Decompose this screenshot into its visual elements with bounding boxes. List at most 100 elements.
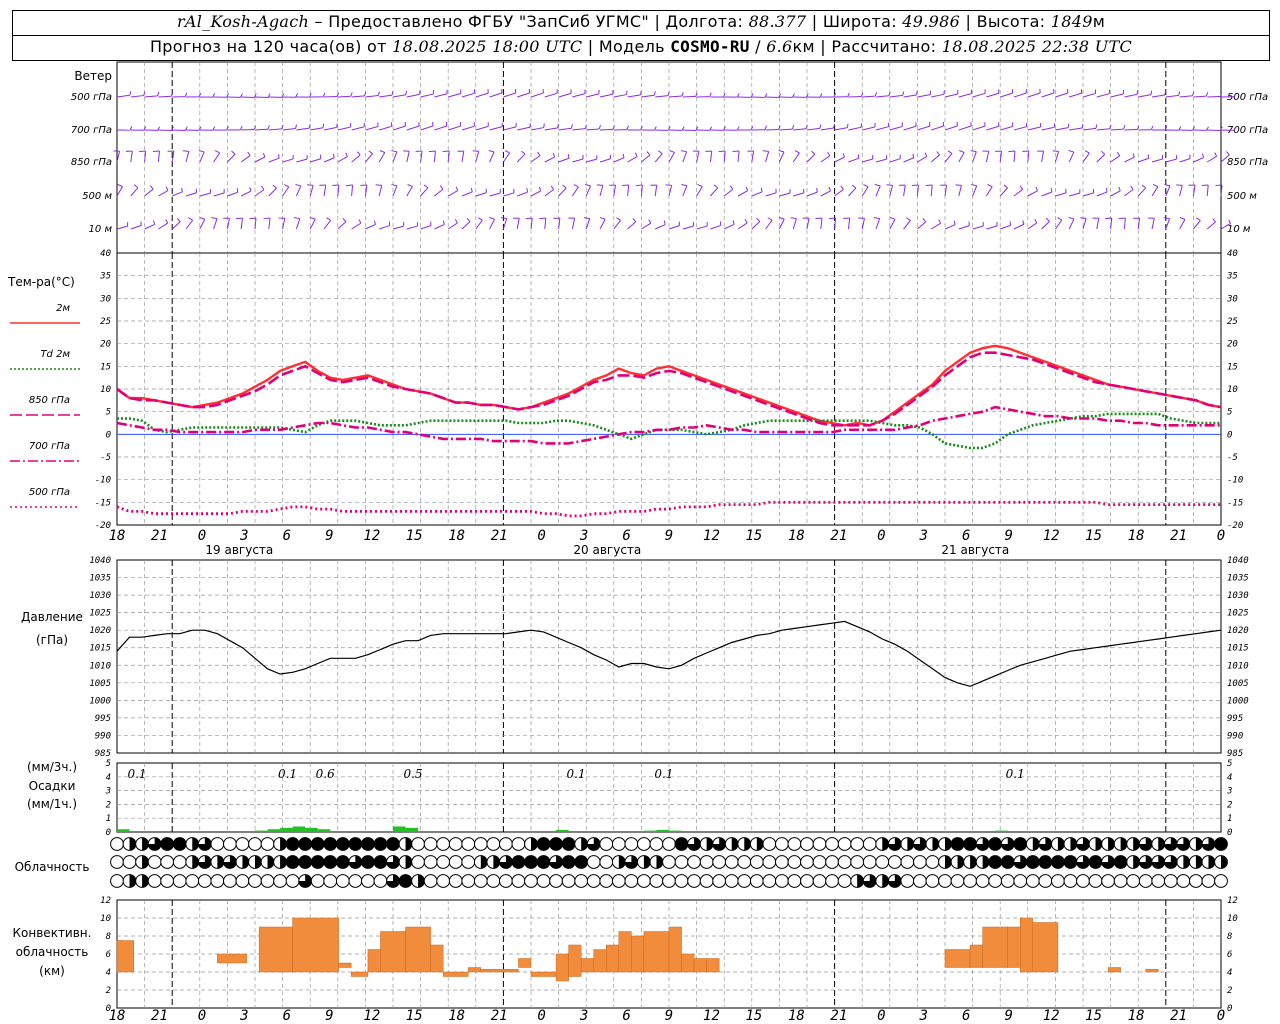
wind-barb-flag [729, 185, 734, 190]
wind-barb-flag [157, 91, 160, 97]
wind-barb-flag [860, 92, 864, 97]
x-tick-label-bottom: 6 [622, 1008, 630, 1024]
x-tick-label: 18 [1128, 528, 1145, 544]
precip-total: 0.1 [127, 767, 146, 781]
wind-barb [282, 218, 286, 230]
header-line-2: Прогноз на 120 часа(ов) от 18.08.2025 18… [12, 35, 1270, 61]
wind-barb-flag [129, 91, 132, 96]
wind-barb [985, 186, 993, 197]
wind-barb [448, 125, 461, 131]
conv-ytick-right: 4 [1227, 968, 1232, 978]
wind-barb-flag [1050, 187, 1053, 193]
wind-barb [655, 95, 669, 98]
conv-bar [982, 926, 1008, 968]
wind-barb-flag [488, 150, 495, 153]
cloud-fill-part [405, 837, 412, 851]
wind-barb [571, 186, 579, 197]
temp-ytick-left: 0 [106, 430, 111, 440]
wind-barb-flag [1152, 184, 1159, 188]
wind-barb-flag [198, 150, 205, 153]
wind-level-right: 10 м [1227, 224, 1251, 235]
cloud-fill-full [675, 837, 688, 851]
wind-barb [1000, 125, 1013, 131]
wind-barb [889, 94, 903, 98]
cloud-symbol [624, 874, 639, 888]
wind-barb-flag [1052, 150, 1059, 152]
temp-ytick-left: 30 [99, 294, 111, 304]
wind-barb-flag [1100, 150, 1106, 155]
forecast-start: 18.08.2025 18:00 UTC [392, 37, 583, 56]
x-tick-label-bottom: 18 [1128, 1008, 1145, 1024]
wind-barb [558, 92, 572, 98]
wind-barb [1054, 219, 1063, 230]
temp-ytick-right: -20 [1227, 521, 1243, 531]
cloud-symbol [273, 874, 287, 888]
conv-ytick-left: 2 [106, 986, 111, 996]
wind-barb [530, 127, 544, 131]
wind-level-left: 500 гПа [71, 92, 112, 103]
wind-barb-flag [143, 126, 147, 131]
lat-value: 49.986 [902, 12, 961, 31]
wind-barb [544, 127, 558, 131]
wind-barb-flag [938, 219, 942, 224]
wind-barb-flag [239, 93, 243, 98]
wind-barb-flag [816, 188, 818, 193]
cloud-symbol [448, 855, 463, 869]
cloud-fill-part [618, 855, 626, 869]
conv-bar [1007, 926, 1021, 968]
wind-barb [917, 125, 930, 131]
x-tick-label-bottom: 15 [745, 1008, 762, 1024]
cloud-fill-part [531, 837, 538, 851]
precip-ytick-left: 3 [105, 787, 111, 797]
cloud-symbol [1063, 874, 1078, 888]
cloud-fill-full [311, 837, 325, 851]
wind-barb-flag [184, 126, 188, 131]
cloud-symbol [800, 874, 814, 888]
wind-barb [365, 95, 379, 98]
wind-barb [1069, 192, 1080, 197]
wind-barb [295, 218, 301, 230]
x-tick-label: 9 [1004, 528, 1012, 544]
temp-ytick-right: 40 [1227, 249, 1238, 259]
cloud-symbol [335, 874, 350, 888]
cloud-fill-full [323, 855, 337, 869]
wind-barb [1055, 127, 1069, 131]
alt-unit: м [1092, 12, 1106, 31]
wind-barb-flag [794, 150, 800, 154]
cloud-fill-part [976, 837, 990, 851]
precip-bar [643, 830, 657, 832]
wind-barb-flag [658, 150, 663, 155]
wind-barb [875, 95, 889, 98]
temp-ytick-right: 30 [1226, 294, 1238, 304]
wind-barb [503, 192, 515, 197]
conv-ytick-right: 6 [1227, 950, 1232, 960]
wind-barb [310, 127, 324, 131]
wind-barb-flag [778, 216, 785, 220]
wind-barb [199, 218, 206, 230]
cloud-symbol [1113, 874, 1128, 888]
cloud-symbol [373, 874, 388, 888]
conv-ytick-left: 0 [106, 1004, 111, 1014]
precip-ytick-right: 4 [1227, 773, 1232, 783]
wind-barb [1027, 92, 1041, 98]
wind-barb-flag [632, 218, 637, 223]
precip-ytick-left: 0 [106, 828, 111, 838]
x-tick-label-bottom: 0 [1217, 1008, 1225, 1024]
wind-barb-flag [842, 153, 845, 158]
wind-barb [379, 94, 393, 98]
wind-barb [1041, 221, 1050, 230]
wind-barb-flag [736, 93, 740, 98]
conv-bar [631, 935, 645, 973]
wind-barb-flag [1057, 217, 1063, 221]
wind-barb-flag [744, 219, 748, 224]
cloud-fill-part [142, 855, 149, 869]
wind-barb-flag [439, 185, 444, 190]
cloud-fill-part [882, 874, 889, 888]
cloud-symbol [1151, 874, 1166, 888]
x-tick-label-bottom: 9 [325, 1008, 333, 1024]
wind-barb [502, 152, 510, 163]
wind-barb-flag [585, 184, 591, 187]
wind-barb-flag [267, 93, 271, 98]
wind-barb [337, 156, 348, 163]
cloud-fill-full [286, 855, 300, 869]
